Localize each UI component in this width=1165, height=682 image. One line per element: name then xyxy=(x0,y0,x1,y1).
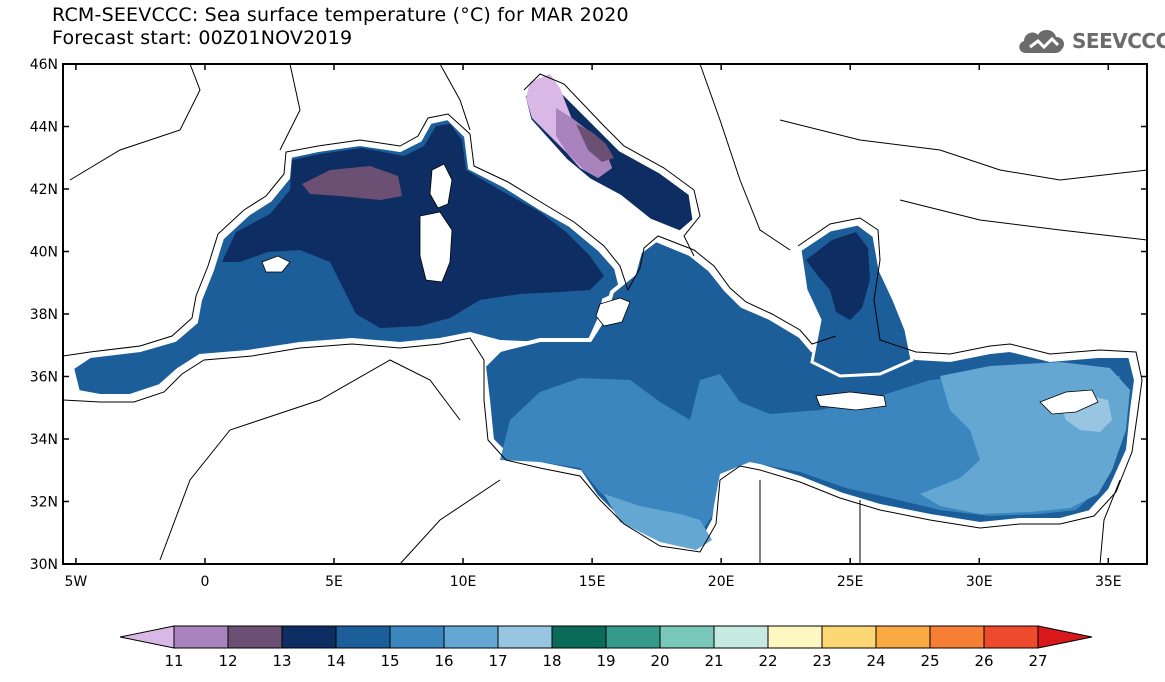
colorbar-arrow-low xyxy=(119,625,175,649)
lat-tick-label: 46N xyxy=(30,57,58,73)
lat-tick-label: 44N xyxy=(30,120,58,136)
sst-14-west xyxy=(222,124,604,328)
cloud-icon xyxy=(1019,29,1064,53)
colorbar-label: 20 xyxy=(650,652,669,670)
lon-tick-label: 25E xyxy=(837,574,864,590)
sst-field xyxy=(63,64,1147,564)
colorbar-box xyxy=(227,625,283,649)
colorbar-box xyxy=(875,625,931,649)
sst-12-adriatic xyxy=(556,108,612,178)
colorbar-label: 27 xyxy=(1028,652,1047,670)
lon-tick-label: 35E xyxy=(1095,574,1122,590)
colorbar-label: 17 xyxy=(488,652,507,670)
colorbar-box xyxy=(983,625,1039,649)
lon-tick-label: 5E xyxy=(325,574,343,590)
colorbar-label: 18 xyxy=(542,652,561,670)
colorbar-label: 22 xyxy=(758,652,777,670)
coastlines xyxy=(63,64,1147,564)
colorbar-box xyxy=(659,625,715,649)
seevccc-logo: SEEVCCC xyxy=(1016,24,1165,58)
lon-axis: 5W 0 5E 10E 15E 20E 25E 30E 35E xyxy=(65,64,1122,590)
island-sardinia xyxy=(419,211,453,283)
colorbar-label: 11 xyxy=(164,652,183,670)
colorbar-label: 15 xyxy=(380,652,399,670)
lon-tick-label: 20E xyxy=(708,574,735,590)
colorbar-label: 24 xyxy=(866,652,885,670)
colorbar-box xyxy=(389,625,445,649)
sst-13-adriatic xyxy=(576,124,614,162)
colorbar-box xyxy=(713,625,769,649)
logo-text: SEEVCCC xyxy=(1072,29,1165,53)
island-mallorca xyxy=(261,255,291,273)
colorbar-box xyxy=(443,625,499,649)
map-title: RCM-SEEVCCC: Sea surface temperature (°C… xyxy=(52,4,629,26)
colorbar-label: 13 xyxy=(272,652,291,670)
island-cyprus xyxy=(1039,389,1099,415)
colorbar-box xyxy=(497,625,553,649)
lat-tick-label: 30N xyxy=(30,557,58,573)
island-corsica xyxy=(429,163,453,209)
lat-tick-label: 36N xyxy=(30,370,58,386)
lon-tick-label: 10E xyxy=(450,574,477,590)
colorbar-label: 16 xyxy=(434,652,453,670)
colorbar-box xyxy=(929,625,985,649)
colorbar-label: 23 xyxy=(812,652,831,670)
colorbar-box xyxy=(335,625,391,649)
island-crete xyxy=(815,391,887,411)
colorbar-box xyxy=(551,625,607,649)
lat-tick-label: 40N xyxy=(30,245,58,261)
colorbar-label: 19 xyxy=(596,652,615,670)
colorbar: 11 12 13 14 15 16 17 18 19 20 21 22 23 24 25 26 27 xyxy=(119,625,1093,670)
lon-tick-label: 15E xyxy=(579,574,606,590)
colorbar-label: 25 xyxy=(920,652,939,670)
colorbar-box xyxy=(173,625,229,649)
sst-13-gulf-lion xyxy=(302,166,402,200)
sst-17-libya xyxy=(604,494,712,550)
lon-tick-label: 5W xyxy=(65,574,88,590)
colorbar-arrow-high xyxy=(1037,625,1093,649)
colorbar-label: 12 xyxy=(218,652,237,670)
lon-tick-label: 30E xyxy=(966,574,993,590)
lat-tick-label: 32N xyxy=(30,495,58,511)
lon-tick-label: 0 xyxy=(200,574,209,590)
colorbar-box xyxy=(605,625,661,649)
colorbar-box xyxy=(821,625,877,649)
lat-tick-label: 34N xyxy=(30,432,58,448)
title-block: RCM-SEEVCCC: Sea surface temperature (°C… xyxy=(52,4,629,50)
lat-tick-label: 42N xyxy=(30,182,58,198)
colorbar-box xyxy=(281,625,337,649)
colorbar-label: 26 xyxy=(974,652,993,670)
forecast-start: Forecast start: 00Z01NOV2019 xyxy=(52,27,353,49)
sst-14-aegean xyxy=(806,232,870,320)
colorbar-box xyxy=(767,625,823,649)
colorbar-label: 21 xyxy=(704,652,723,670)
lat-axis: 30N 32N 34N 36N 38N 40N 42N 44N 46N xyxy=(30,57,1147,573)
island-sicily xyxy=(595,297,631,327)
colorbar-label: 14 xyxy=(326,652,345,670)
lat-tick-label: 38N xyxy=(30,307,58,323)
